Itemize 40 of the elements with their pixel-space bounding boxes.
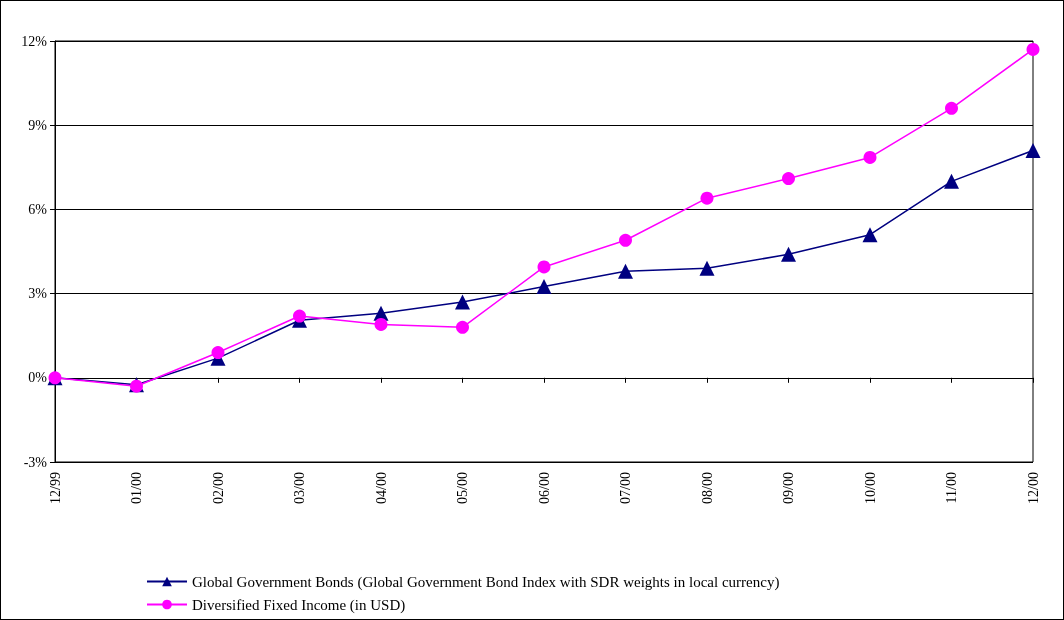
x-tick-label: 06/00	[536, 472, 552, 504]
legend-label: Global Government Bonds (Global Government Bond Index with SDR weights in local currency)	[192, 573, 780, 591]
y-tick-label: 6%	[28, 201, 48, 217]
point	[1025, 142, 1041, 158]
point	[700, 191, 714, 205]
y-tick-label: 12%	[21, 33, 48, 49]
point	[862, 227, 878, 243]
point	[781, 246, 796, 262]
point	[782, 172, 795, 186]
x-tick-label: 07/00	[618, 472, 633, 504]
x-tick-label: 11/00	[944, 472, 959, 504]
x-tick-label: 12/99	[47, 472, 63, 504]
x-tick-label: 08/00	[699, 472, 715, 504]
point	[1026, 42, 1040, 56]
point	[618, 263, 633, 279]
x-tick-label: 09/00	[781, 472, 796, 504]
legend-label: Diversified Fixed Income (in USD)	[192, 596, 406, 614]
point	[293, 309, 306, 323]
point	[456, 320, 469, 334]
point	[537, 260, 551, 274]
point	[455, 294, 470, 310]
point	[944, 173, 959, 189]
point	[211, 346, 225, 360]
point	[699, 260, 715, 276]
y-tick-label: 0%	[28, 370, 48, 386]
x-tick-label: 02/00	[210, 472, 226, 504]
x-tick-label: 03/00	[292, 472, 307, 504]
point	[374, 317, 388, 331]
y-tick-label: 9%	[28, 117, 48, 133]
x-tick-label: 01/00	[129, 472, 144, 504]
point	[863, 150, 877, 164]
point	[536, 279, 552, 295]
x-tick-label: 12/00	[1025, 472, 1041, 504]
x-tick-label: 04/00	[373, 472, 389, 504]
y-tick-label: 3%	[28, 286, 48, 302]
point	[619, 233, 632, 247]
point	[945, 101, 958, 115]
y-tick-label: -3%	[23, 454, 48, 470]
x-tick-label: 05/00	[455, 472, 470, 504]
x-tick-label: 10/00	[862, 472, 878, 504]
